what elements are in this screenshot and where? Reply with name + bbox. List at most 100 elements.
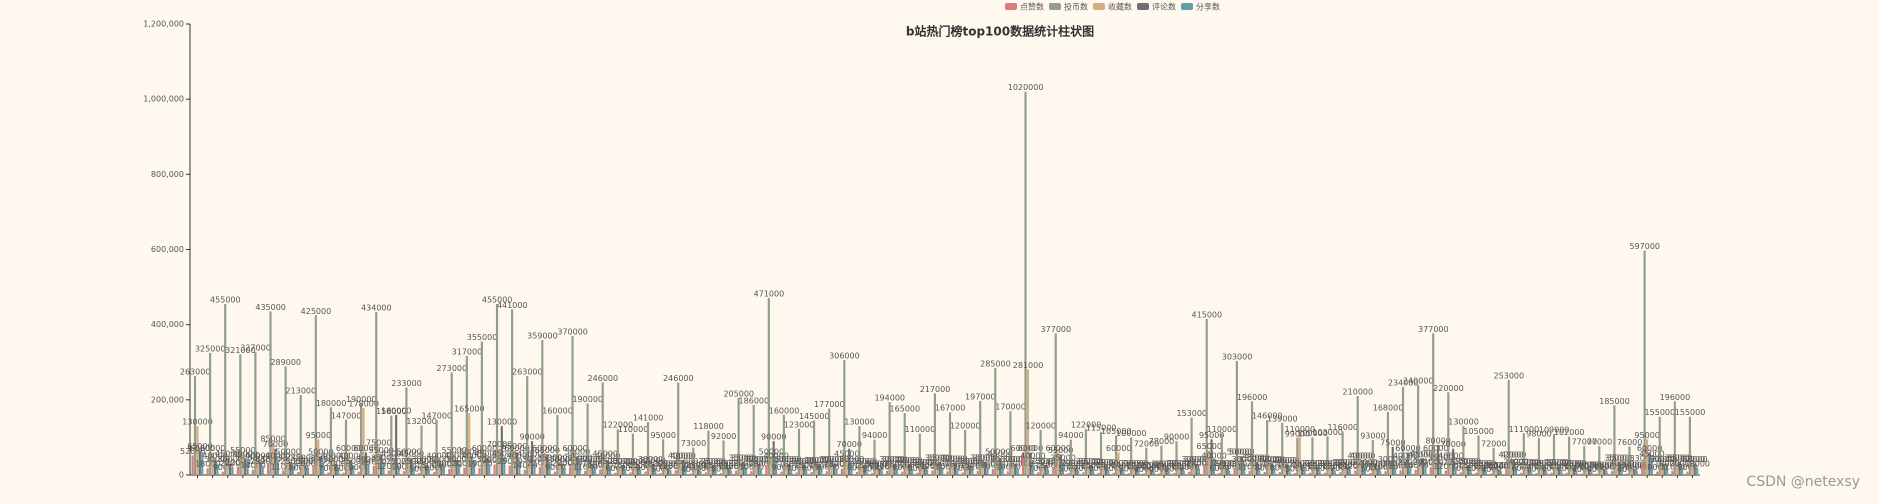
value-label: 22000 <box>1352 458 1377 467</box>
value-label: 45000 <box>381 450 406 459</box>
bar <box>513 450 516 475</box>
bar <box>893 463 896 475</box>
value-label: 6000 <box>1315 464 1335 473</box>
bar <box>483 452 486 475</box>
value-label: 25000 <box>1076 457 1101 466</box>
value-label: 7000 <box>696 464 716 473</box>
value-label: 8000 <box>1255 463 1275 472</box>
value-label: 23000 <box>1192 458 1217 467</box>
value-label: 21000 <box>527 459 552 468</box>
value-label: 15000 <box>1458 461 1483 470</box>
value-label: 40000 <box>507 451 532 460</box>
y-tick-label: 0 <box>179 471 184 480</box>
value-label: 25000 <box>673 457 698 466</box>
bar <box>1157 473 1161 475</box>
bar <box>254 352 257 475</box>
bar <box>1404 459 1407 475</box>
bar <box>362 408 365 475</box>
value-label: 14000 <box>1096 461 1121 470</box>
bar <box>390 415 393 475</box>
value-label: 158000 <box>376 407 407 416</box>
value-label: 20000 <box>1531 459 1556 468</box>
value-label: 50000 <box>275 448 300 457</box>
bar <box>1195 463 1198 475</box>
bar <box>548 461 551 475</box>
bar <box>402 471 406 475</box>
value-label: 25000 <box>849 457 874 466</box>
bar <box>329 407 333 475</box>
value-label: 20000 <box>326 459 351 468</box>
bar <box>946 471 949 475</box>
value-label: 4000 <box>1481 465 1501 474</box>
bar <box>422 463 426 475</box>
bar <box>707 430 710 475</box>
value-label: 471000 <box>754 289 785 298</box>
bar <box>774 459 778 475</box>
bar <box>1527 466 1530 475</box>
bar <box>931 470 934 475</box>
bar <box>526 376 529 475</box>
bar <box>1089 465 1092 475</box>
bar <box>1540 467 1543 475</box>
bar <box>677 382 680 475</box>
value-label: 7000 <box>1451 464 1471 473</box>
value-label: 32000 <box>942 454 967 463</box>
value-label: 25000 <box>955 457 980 466</box>
bar <box>1618 461 1621 475</box>
bar <box>759 468 763 475</box>
value-label: 30000 <box>1650 455 1675 464</box>
value-label: 273000 <box>437 364 468 373</box>
bar <box>1560 470 1563 475</box>
value-label: 25000 <box>957 457 982 466</box>
bar <box>712 465 715 475</box>
bar <box>576 456 579 475</box>
value-label: 18000 <box>1151 460 1176 469</box>
value-label: 160000 <box>769 406 800 415</box>
value-label: 12000 <box>376 462 401 471</box>
value-label: 14000 <box>512 461 537 470</box>
value-label: 7000 <box>620 464 640 473</box>
bar <box>282 470 285 475</box>
bar <box>488 463 491 475</box>
value-label: 35000 <box>731 453 756 462</box>
bar <box>201 452 204 475</box>
bar <box>1628 446 1631 475</box>
value-label: 90000 <box>761 433 786 442</box>
bar <box>727 467 730 475</box>
value-label: 40000 <box>202 451 227 460</box>
value-label: 28000 <box>806 456 831 465</box>
value-label: 168000 <box>1373 403 1404 412</box>
value-label: 45000 <box>593 450 618 459</box>
value-label: 10000 <box>1141 463 1166 472</box>
value-label: 35000 <box>1428 453 1453 462</box>
value-label: 70000 <box>263 440 288 449</box>
value-label: 196000 <box>1237 393 1268 402</box>
legend-swatch <box>1093 3 1105 10</box>
value-label: 22000 <box>1091 458 1116 467</box>
bar <box>231 467 234 475</box>
value-label: 60000 <box>472 444 497 453</box>
bar <box>1167 470 1170 475</box>
value-label: 30000 <box>477 455 502 464</box>
value-label: 4000 <box>1134 465 1154 474</box>
bar <box>528 458 531 475</box>
value-label: 139000 <box>1267 414 1298 423</box>
value-label: 95000 <box>1634 431 1659 440</box>
bar <box>1686 471 1689 475</box>
bar <box>480 341 484 475</box>
value-label: 28000 <box>1274 456 1299 465</box>
bar <box>878 468 881 475</box>
bar <box>1255 461 1258 475</box>
bar <box>1645 439 1649 475</box>
value-label: 10000 <box>935 463 960 472</box>
value-label: 35000 <box>1244 453 1269 462</box>
bar <box>244 458 247 475</box>
bar <box>1119 467 1123 475</box>
bar <box>674 470 677 475</box>
bar <box>1587 468 1591 475</box>
bar <box>770 456 773 475</box>
bar <box>880 470 883 475</box>
bar <box>1152 471 1155 475</box>
bar <box>1130 437 1133 475</box>
value-label: 60000 <box>190 444 215 453</box>
